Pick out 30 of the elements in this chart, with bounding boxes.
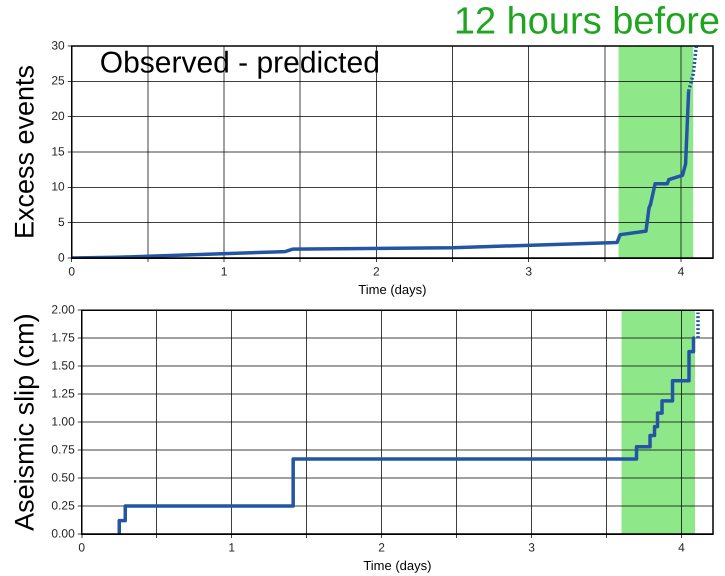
y-tick-label: 0.00 [51, 526, 76, 540]
x-tick-label: 0 [78, 540, 86, 555]
x-tick-label: 4 [678, 540, 686, 555]
y-tick-label: 5 [58, 214, 66, 229]
x-tick-label: 3 [528, 540, 536, 555]
x-tick-label: 2 [373, 264, 380, 279]
y-tick-label: 0.25 [51, 498, 76, 512]
x-tick-label: 3 [525, 264, 532, 279]
x-axis-title: Time (days) [363, 558, 432, 573]
y-tick-label: 10 [51, 180, 66, 194]
x-tick-label: 1 [220, 264, 228, 279]
y-tick-label: 2.00 [51, 302, 76, 317]
y-axis-title: Excess events [10, 64, 40, 240]
y-tick-label: 20 [51, 108, 66, 123]
y-tick-label: 1.75 [51, 330, 76, 344]
x-tick-label: 2 [378, 540, 386, 555]
y-axis-title: Aseismic slip (cm) [10, 313, 40, 531]
y-tick-label: 0.75 [51, 442, 76, 456]
x-axis-title: Time (days) [358, 282, 426, 297]
y-tick-label: 25 [51, 74, 66, 88]
x-tick-label: 1 [228, 540, 236, 555]
y-tick-label: 1.50 [51, 358, 76, 372]
band-label: 12 hours before [454, 0, 720, 42]
y-tick-label: 0.50 [51, 470, 76, 484]
x-tick-label: 4 [678, 264, 685, 279]
y-tick-label: 1.25 [51, 386, 76, 400]
y-tick-label: 1.00 [51, 414, 76, 428]
y-tick-label: 15 [51, 144, 66, 158]
y-tick-label: 0 [58, 250, 66, 264]
y-tick-label: 30 [51, 38, 66, 52]
